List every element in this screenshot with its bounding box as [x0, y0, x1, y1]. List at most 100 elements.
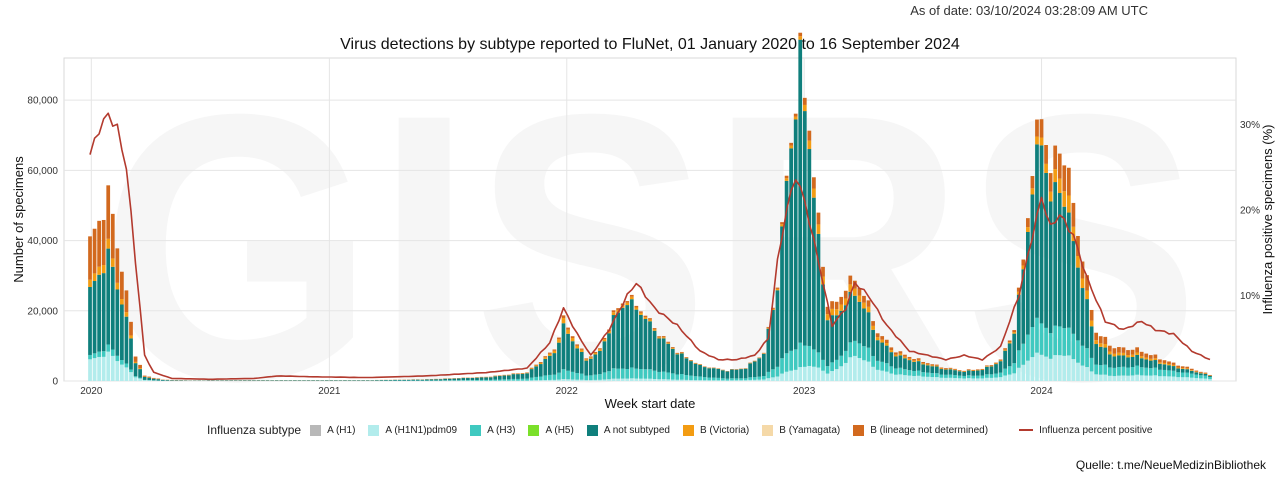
bar-segment — [1094, 344, 1099, 365]
week-bar — [356, 380, 361, 381]
week-bar — [725, 371, 730, 381]
week-bar — [1117, 347, 1121, 381]
bar-segment — [670, 379, 675, 381]
bar-segment — [939, 368, 944, 370]
week-bar — [338, 380, 343, 381]
bar-segment — [1112, 356, 1117, 368]
bar-segment — [329, 380, 334, 381]
bar-segment — [1126, 367, 1130, 376]
week-bar — [1194, 370, 1199, 381]
bar-segment — [1012, 363, 1017, 374]
bar-segment — [625, 301, 630, 303]
bar-segment — [497, 375, 502, 380]
bar-segment — [547, 374, 552, 380]
bar-segment — [106, 351, 111, 381]
week-bar — [1167, 361, 1171, 381]
week-bar — [598, 348, 602, 381]
bar-segment — [1203, 375, 1208, 379]
bar-segment — [552, 349, 557, 351]
week-bar — [816, 212, 821, 381]
bar-segment — [110, 213, 115, 259]
bar-segment — [1135, 365, 1140, 375]
bar-segment — [1189, 373, 1194, 378]
bar-segment — [1176, 377, 1180, 381]
week-bar — [998, 359, 1003, 381]
bar-segment — [962, 378, 967, 381]
bar-segment — [293, 380, 297, 381]
bar-segment — [106, 185, 111, 239]
bar-segment — [97, 274, 101, 352]
bar-segment — [893, 368, 898, 375]
bar-segment — [884, 345, 889, 364]
week-bar — [293, 380, 297, 381]
bar-segment — [798, 342, 803, 368]
bar-segment — [579, 348, 584, 350]
bar-segment — [1126, 375, 1130, 381]
week-bar — [302, 380, 306, 381]
bar-segment — [561, 315, 566, 318]
bar-segment — [607, 379, 611, 381]
week-bar — [625, 301, 630, 381]
percent-positive-line-group — [89, 112, 1211, 381]
bar-segment — [948, 377, 953, 381]
week-bar — [224, 380, 229, 381]
bar-segment — [566, 370, 570, 380]
bar-segment — [775, 287, 780, 289]
bar-segment — [766, 328, 771, 372]
week-bar — [1094, 332, 1099, 381]
week-bar — [766, 326, 771, 381]
bar-segment — [944, 368, 948, 370]
week-bar — [620, 303, 625, 381]
week-bar — [1053, 145, 1058, 381]
bar-segment — [798, 36, 803, 40]
legend-swatch — [682, 424, 694, 436]
week-bar — [206, 380, 211, 381]
bar-segment — [1044, 356, 1048, 381]
bar-segment — [607, 333, 611, 372]
bar-segment — [1139, 375, 1144, 381]
bar-segment — [1021, 343, 1026, 365]
bar-segment — [916, 375, 921, 381]
week-bar — [798, 32, 803, 381]
bar-segment — [88, 236, 92, 280]
bar-segment — [124, 316, 129, 364]
bar-segment — [124, 312, 129, 317]
week-bar — [538, 362, 543, 381]
bar-segment — [725, 380, 730, 381]
bar-segment — [1080, 345, 1085, 366]
bar-segment — [456, 378, 461, 381]
week-bar — [862, 295, 866, 381]
bar-segment — [985, 374, 989, 378]
bar-segment — [598, 379, 602, 381]
week-bar — [211, 380, 215, 381]
bar-segment — [948, 369, 953, 375]
bar-segment — [898, 353, 903, 356]
bar-segment — [821, 370, 825, 381]
bar-segment — [543, 356, 548, 358]
bar-segment — [998, 360, 1003, 362]
week-bar — [429, 379, 434, 381]
bar-segment — [1007, 342, 1012, 344]
bar-segment — [657, 379, 661, 381]
bar-segment — [925, 363, 930, 365]
week-bar — [889, 347, 894, 381]
bar-segment — [484, 377, 488, 380]
week-bar — [962, 370, 967, 381]
bar-segment — [106, 248, 111, 345]
bar-segment — [106, 238, 111, 249]
bar-segment — [707, 377, 712, 381]
week-bar — [1162, 360, 1167, 381]
bar-segment — [793, 116, 798, 120]
bar-segment — [1030, 357, 1035, 381]
bar-segment — [1185, 366, 1190, 369]
week-bar — [529, 367, 534, 381]
bar-segment — [1035, 144, 1039, 318]
week-bar — [484, 376, 488, 381]
bar-segment — [962, 371, 967, 376]
week-bar — [274, 380, 279, 381]
bar-segment — [1153, 375, 1158, 381]
bar-segment — [707, 380, 712, 381]
bar-segment — [1016, 367, 1021, 381]
week-bar — [1030, 176, 1035, 381]
bar-segment — [1176, 372, 1180, 378]
